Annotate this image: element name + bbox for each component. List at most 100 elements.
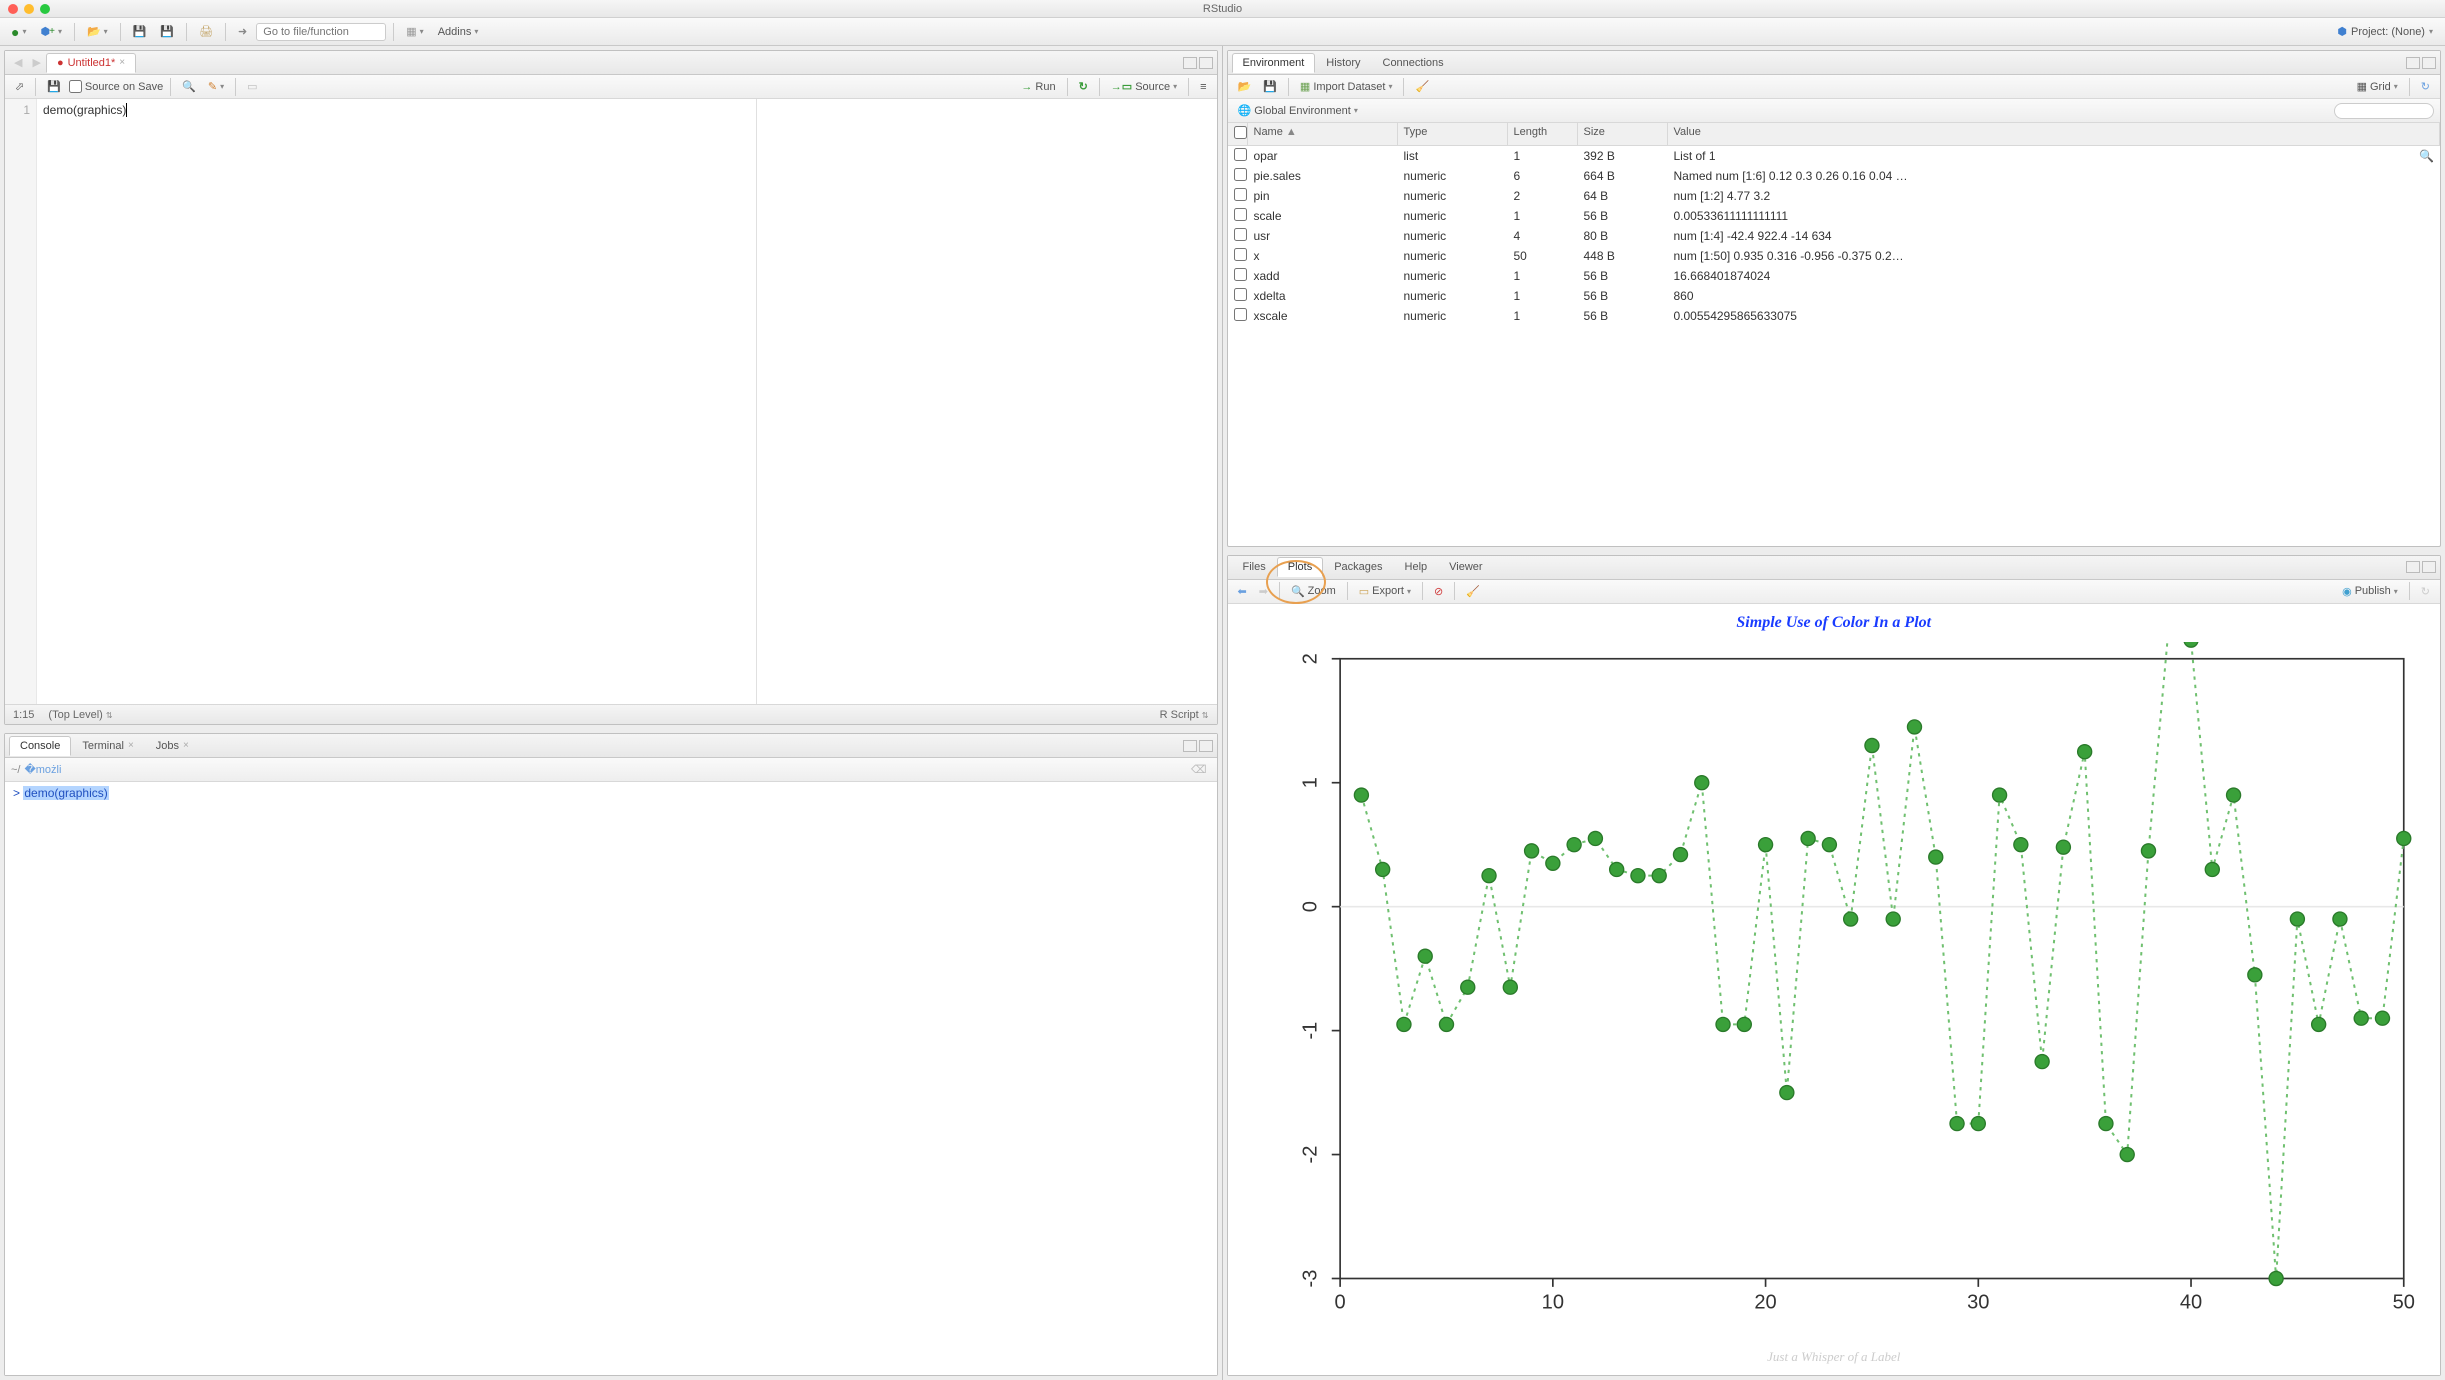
- close-icon[interactable]: ×: [128, 740, 134, 751]
- minimize-pane-icon[interactable]: [2406, 561, 2420, 573]
- env-row[interactable]: oparlist1392 BList of 1 🔍: [1228, 146, 2441, 166]
- maximize-pane-icon[interactable]: [1199, 740, 1213, 752]
- clear-console-button[interactable]: ⌫: [1187, 762, 1211, 777]
- row-checkbox[interactable]: [1234, 148, 1247, 161]
- env-row[interactable]: scalenumeric156 B0.00533611111111111: [1228, 206, 2441, 226]
- row-checkbox[interactable]: [1234, 248, 1247, 261]
- tab-viewer[interactable]: Viewer: [1438, 557, 1493, 577]
- zoom-button[interactable]: 🔍 Zoom: [1287, 584, 1340, 599]
- env-row[interactable]: xnumeric50448 Bnum [1:50] 0.935 0.316 -0…: [1228, 246, 2441, 266]
- magnify-icon[interactable]: 🔍: [2419, 149, 2434, 163]
- source-button[interactable]: →▭ Source ▾: [1107, 79, 1181, 94]
- open-file-button[interactable]: 📂▾: [82, 22, 113, 41]
- tab-files[interactable]: Files: [1232, 557, 1277, 577]
- env-row[interactable]: pie.salesnumeric6664 BNamed num [1:6] 0.…: [1228, 166, 2441, 186]
- col-type-header[interactable]: Type: [1398, 123, 1508, 145]
- addins-button[interactable]: Addins ▾: [433, 23, 484, 41]
- import-dataset-button[interactable]: ▦ Import Dataset ▾: [1296, 79, 1397, 94]
- env-row[interactable]: xaddnumeric156 B16.668401874024: [1228, 266, 2441, 286]
- save-button[interactable]: 💾: [128, 22, 152, 41]
- tab-console[interactable]: Console: [9, 736, 71, 756]
- row-checkbox[interactable]: [1234, 208, 1247, 221]
- maximize-pane-icon[interactable]: [2422, 57, 2436, 69]
- svg-text:2: 2: [1299, 653, 1321, 664]
- tab-history[interactable]: History: [1315, 53, 1371, 73]
- print-button[interactable]: 🖨: [194, 22, 218, 41]
- close-window-icon[interactable]: [8, 4, 18, 14]
- export-label: Export: [1372, 585, 1404, 597]
- new-project-button[interactable]: ⬢+▾: [35, 22, 66, 41]
- maximize-pane-icon[interactable]: [2422, 561, 2436, 573]
- goto-button[interactable]: ➜: [233, 22, 252, 41]
- clear-plots-button[interactable]: 🧹: [1462, 584, 1484, 599]
- env-row[interactable]: pinnumeric264 Bnum [1:2] 4.77 3.2: [1228, 186, 2441, 206]
- save-source-button[interactable]: 💾: [43, 79, 65, 94]
- env-scope-button[interactable]: 🌐 Global Environment ▾: [1234, 103, 1362, 118]
- svg-text:-1: -1: [1299, 1021, 1321, 1039]
- tab-terminal[interactable]: Terminal ×: [71, 736, 144, 756]
- goto-input[interactable]: [256, 23, 386, 41]
- run-button[interactable]: →Run: [1017, 80, 1059, 94]
- new-file-button[interactable]: ●▾: [6, 21, 31, 43]
- svg-text:-3: -3: [1299, 1269, 1321, 1287]
- row-checkbox[interactable]: [1234, 308, 1247, 321]
- source-nav-fwd[interactable]: ▶: [27, 53, 45, 72]
- scope-label[interactable]: (Top Level) ⇅: [48, 709, 112, 721]
- minimize-pane-icon[interactable]: [2406, 57, 2420, 69]
- col-size-header[interactable]: Size: [1578, 123, 1668, 145]
- remove-plot-button[interactable]: ⊘: [1430, 584, 1447, 599]
- project-menu[interactable]: ⬢ Project: (None) ▾: [2331, 23, 2439, 40]
- refresh-plot-button[interactable]: ↻: [2417, 584, 2434, 599]
- grid-button[interactable]: ▦▾: [401, 22, 428, 41]
- grid-view-button[interactable]: ▦ Grid ▾: [2353, 79, 2402, 94]
- row-checkbox[interactable]: [1234, 288, 1247, 301]
- env-search-input[interactable]: [2334, 103, 2434, 119]
- rerun-button[interactable]: ↻: [1075, 79, 1092, 94]
- file-type-label[interactable]: R Script ⇅: [1160, 709, 1209, 721]
- outline-button[interactable]: ≡: [1196, 80, 1210, 94]
- tab-source-file[interactable]: ● Untitled1* ×: [46, 53, 136, 73]
- env-row[interactable]: xdeltanumeric156 B860: [1228, 286, 2441, 306]
- plot-prev-button[interactable]: ⬅: [1234, 584, 1251, 599]
- env-row[interactable]: xscalenumeric156 B0.00554295865633075: [1228, 306, 2441, 326]
- row-checkbox[interactable]: [1234, 168, 1247, 181]
- tab-plots[interactable]: Plots: [1277, 557, 1323, 577]
- tab-environment[interactable]: Environment: [1232, 53, 1316, 73]
- row-checkbox[interactable]: [1234, 268, 1247, 281]
- code-editor[interactable]: demo(graphics): [37, 99, 756, 704]
- compile-button[interactable]: ▭: [243, 79, 261, 94]
- tab-jobs[interactable]: Jobs ×: [145, 736, 200, 756]
- col-value-header[interactable]: Value: [1668, 123, 2441, 145]
- source-on-save-checkbox[interactable]: Source on Save: [69, 80, 163, 93]
- save-workspace-button[interactable]: 💾: [1259, 79, 1281, 94]
- clear-env-button[interactable]: 🧹: [1411, 79, 1433, 94]
- maximize-pane-icon[interactable]: [1199, 57, 1213, 69]
- console-output[interactable]: > demo(graphics): [5, 782, 1217, 1375]
- minimize-pane-icon[interactable]: [1183, 57, 1197, 69]
- row-checkbox[interactable]: [1234, 188, 1247, 201]
- close-icon[interactable]: ×: [119, 57, 125, 68]
- plot-next-button[interactable]: ➡: [1255, 584, 1272, 599]
- source-nav-back[interactable]: ◀: [9, 53, 27, 72]
- tab-packages[interactable]: Packages: [1323, 557, 1393, 577]
- minimize-pane-icon[interactable]: [1183, 740, 1197, 752]
- minimize-window-icon[interactable]: [24, 4, 34, 14]
- col-name-header[interactable]: Name ▲: [1248, 123, 1398, 145]
- tab-help[interactable]: Help: [1394, 557, 1439, 577]
- export-button[interactable]: ▭ Export ▾: [1355, 584, 1415, 599]
- show-in-new-window-button[interactable]: ⬀: [11, 79, 28, 94]
- row-checkbox[interactable]: [1234, 228, 1247, 241]
- env-row[interactable]: usrnumeric480 Bnum [1:4] -42.4 922.4 -14…: [1228, 226, 2441, 246]
- close-icon[interactable]: ×: [183, 740, 189, 751]
- publish-button[interactable]: ◉ Publish ▾: [2338, 584, 2402, 599]
- find-button[interactable]: 🔍: [178, 79, 200, 94]
- load-workspace-button[interactable]: 📂: [1234, 79, 1256, 94]
- refresh-env-button[interactable]: ↻: [2417, 79, 2434, 94]
- save-all-button[interactable]: 💾: [155, 22, 179, 41]
- col-length-header[interactable]: Length: [1508, 123, 1578, 145]
- wand-button[interactable]: ✎▾: [204, 79, 228, 94]
- env-type: numeric: [1398, 228, 1508, 244]
- tab-connections[interactable]: Connections: [1372, 53, 1455, 73]
- maximize-window-icon[interactable]: [40, 4, 50, 14]
- select-all-checkbox[interactable]: [1234, 126, 1247, 139]
